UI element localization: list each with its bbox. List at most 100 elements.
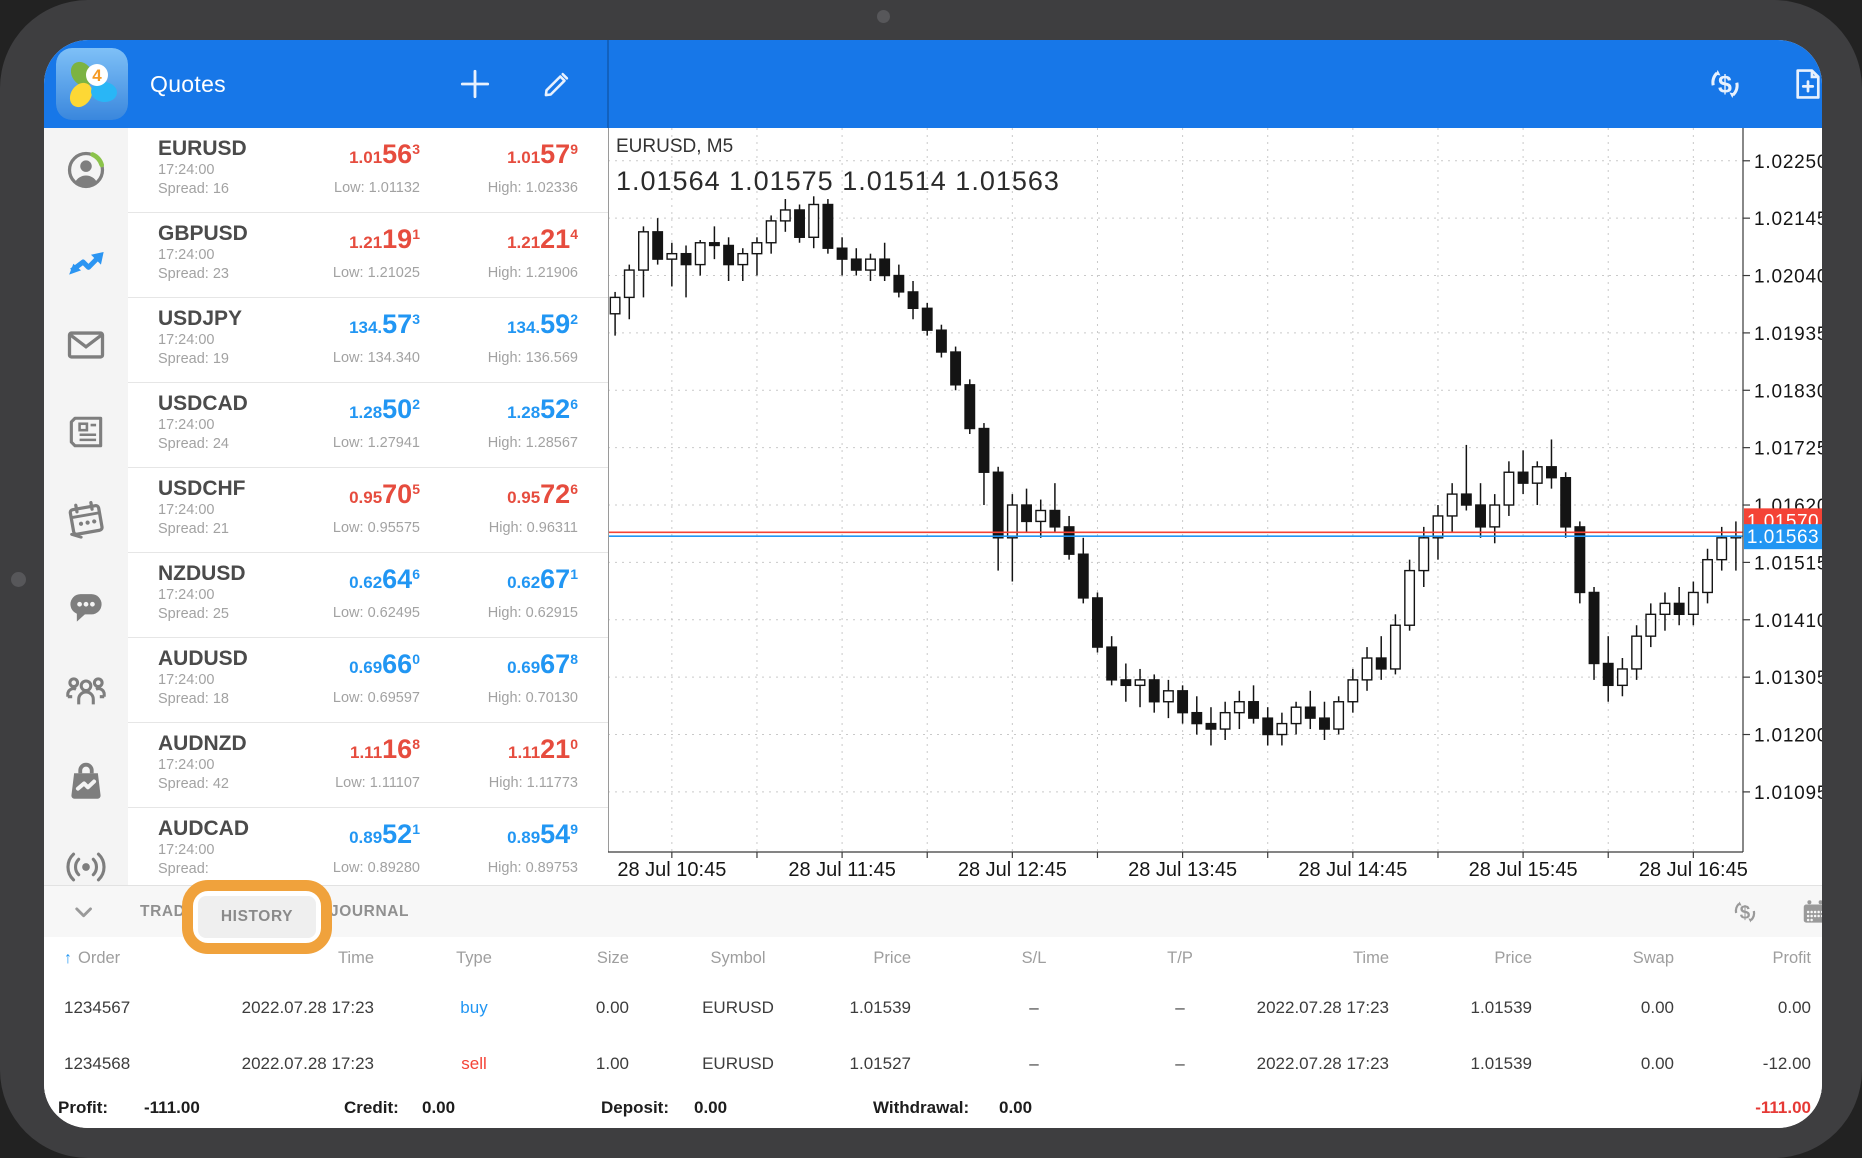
- cell-profit: -12.00: [1762, 1054, 1811, 1073]
- column-header-symbol[interactable]: Symbol: [710, 949, 766, 967]
- sidebar-item-quotes[interactable]: [63, 239, 109, 285]
- bullish-candle: [779, 209, 791, 222]
- highlighted-history-tab[interactable]: HISTORY: [198, 896, 316, 938]
- quote-bid: 0.62646 Low: 0.62495: [250, 553, 420, 637]
- quote-low: Low: 0.89280: [332, 860, 420, 876]
- quote-time: 17:24:00: [158, 502, 215, 518]
- price-badge-label: 1.01563: [1747, 527, 1819, 548]
- quote-ask: 1.01579 High: 1.02336: [420, 128, 578, 212]
- chat-bubble-icon: [70, 594, 102, 622]
- bearish-candle: [1205, 722, 1217, 730]
- quote-symbol: NZDUSD: [158, 562, 246, 585]
- sidebar-item-accounts[interactable]: [63, 147, 109, 193]
- quote-symbol-block: AUDNZD 17:24:00 Spread: 42: [128, 723, 250, 807]
- traders-community-icon: [66, 677, 106, 705]
- sidebar-item-calendar[interactable]: [63, 496, 109, 542]
- summary-deposit-label: Deposit:: [601, 1098, 669, 1117]
- column-header-swap[interactable]: Swap: [1632, 949, 1674, 967]
- bearish-candle: [1148, 679, 1160, 703]
- price-axis-label: 1.01200: [1754, 726, 1822, 747]
- tab-journal[interactable]: JOURNAL: [330, 903, 410, 920]
- price-chart[interactable]: 1.02250 1.02145 1.02040 1.01935 1.01830 1.017…: [608, 128, 1822, 885]
- edit-symbols-button[interactable]: [537, 64, 577, 104]
- quote-high: High: 1.11773: [488, 775, 578, 791]
- quote-spread: Spread: 23: [158, 266, 229, 282]
- price-axis-label: 1.01095: [1754, 783, 1822, 804]
- sidebar-item-signals[interactable]: [63, 844, 109, 890]
- account-icon: [67, 151, 105, 189]
- bearish-candle: [893, 274, 905, 293]
- add-symbol-button[interactable]: [455, 64, 495, 104]
- bearish-candle: [836, 247, 848, 260]
- bearish-candle: [1475, 504, 1486, 528]
- cell-tp: –: [1175, 1054, 1185, 1073]
- column-header-time[interactable]: Time: [337, 949, 374, 967]
- quote-time: 17:24:00: [158, 757, 215, 773]
- column-header-price[interactable]: Price: [873, 949, 911, 967]
- bearish-candle: [1120, 679, 1132, 687]
- bullish-candle: [1687, 591, 1699, 616]
- quote-row-NZDUSD[interactable]: NZDUSD 17:24:00 Spread: 25 0.62646 Low: 0.62…: [128, 553, 608, 638]
- sidebar-item-news[interactable]: [63, 409, 109, 455]
- bullish-candle: [1404, 569, 1416, 626]
- column-header-sl[interactable]: S/L: [1021, 949, 1047, 967]
- history-row-1234567[interactable]: 1234567 2022.07.28 17:23 buy 0.00 EURUSD 1.01…: [44, 980, 1822, 1037]
- period-calendar-button[interactable]: [1800, 897, 1822, 927]
- sidebar-item-mail[interactable]: [63, 322, 109, 368]
- quote-row-AUDUSD[interactable]: AUDUSD 17:24:00 Spread: 18 0.69660 Low: 0.69…: [128, 638, 608, 723]
- quote-row-USDJPY[interactable]: USDJPY 17:24:00 Spread: 19 134.573 Low: 134.…: [128, 298, 608, 383]
- bearish-candle: [1021, 504, 1032, 523]
- quote-row-USDCAD[interactable]: USDCAD 17:24:00 Spread: 24 1.28502 Low: 1.27…: [128, 383, 608, 468]
- column-header-profit[interactable]: Profit: [1772, 949, 1811, 967]
- quote-low: Low: 1.21025: [332, 265, 420, 281]
- bullish-candle: [1233, 701, 1245, 714]
- quote-low: Low: 1.01132: [334, 180, 420, 196]
- sidebar-item-chat[interactable]: [63, 584, 109, 630]
- bullish-candle: [1446, 493, 1458, 517]
- quote-spread: Spread: 25: [158, 606, 229, 622]
- cell-type: sell: [461, 1054, 487, 1073]
- tab-trade[interactable]: TRADE: [140, 903, 197, 920]
- column-header-price2[interactable]: Price: [1494, 949, 1532, 967]
- quote-time: 17:24:00: [158, 162, 215, 178]
- quote-bid: 0.69660 Low: 0.69597: [250, 638, 420, 722]
- new-trade-button[interactable]: $: [1705, 64, 1745, 104]
- quote-symbol: GBPUSD: [158, 222, 248, 245]
- bullish-candle: [808, 203, 820, 238]
- bearish-candle: [1063, 526, 1075, 555]
- quote-row-USDCHF[interactable]: USDCHF 17:24:00 Spread: 21 0.95705 Low: 0.95…: [128, 468, 608, 553]
- quote-row-AUDCAD[interactable]: AUDCAD 17:24:00 Spread: 0.89521 Low: 0.89280…: [128, 808, 608, 885]
- currency-exchange-icon: $: [1711, 70, 1739, 98]
- history-row-1234568[interactable]: 1234568 2022.07.28 17:23 sell 1.00 EURUSD 1.0…: [44, 1036, 1822, 1093]
- quote-time: 17:24:00: [158, 332, 215, 348]
- price-badge: [1744, 524, 1822, 550]
- quote-row-EURUSD[interactable]: EURUSD 17:24:00 Spread: 16 1.01563 Low: 1.01…: [128, 128, 608, 213]
- time-axis-label: 28 Jul 11:45: [788, 859, 896, 881]
- column-header-tp[interactable]: T/P: [1167, 949, 1193, 967]
- cell-time: 2022.07.28 17:23: [241, 1054, 374, 1073]
- quote-row-AUDNZD[interactable]: AUDNZD 17:24:00 Spread: 42 1.11168 Low: 1.11…: [128, 723, 608, 808]
- bearish-candle: [978, 427, 990, 473]
- quote-spread: Spread: 24: [158, 436, 229, 452]
- column-header-time2[interactable]: Time: [1352, 949, 1389, 967]
- quote-row-GBPUSD[interactable]: GBPUSD 17:24:00 Spread: 23 1.21191 Low: 1.21…: [128, 213, 608, 298]
- bearish-candle: [1375, 657, 1387, 670]
- app-bar: 4 Quotes $: [44, 40, 1822, 128]
- column-header-size[interactable]: Size: [596, 949, 629, 967]
- sidebar-item-market[interactable]: [63, 757, 109, 803]
- bullish-candle: [1389, 624, 1401, 670]
- bullish-candle: [1006, 504, 1018, 539]
- chart-symbol-label: EURUSD, M5: [616, 136, 733, 157]
- bullish-candle: [1035, 509, 1047, 523]
- deals-filter-button[interactable]: $: [1730, 897, 1760, 927]
- summary-profit-value: -111.00: [144, 1098, 200, 1117]
- quote-high: High: 0.62915: [487, 605, 578, 621]
- new-order-button[interactable]: [1788, 64, 1822, 104]
- summary-credit-value: 0.00: [422, 1098, 456, 1117]
- column-header-order[interactable]: ↑ Order: [64, 949, 121, 967]
- quote-high: High: 1.02336: [487, 180, 578, 196]
- collapse-panel-button[interactable]: [68, 897, 98, 927]
- bearish-candle: [1191, 711, 1203, 725]
- column-header-type[interactable]: Type: [456, 949, 492, 967]
- sidebar-item-community[interactable]: [63, 667, 109, 713]
